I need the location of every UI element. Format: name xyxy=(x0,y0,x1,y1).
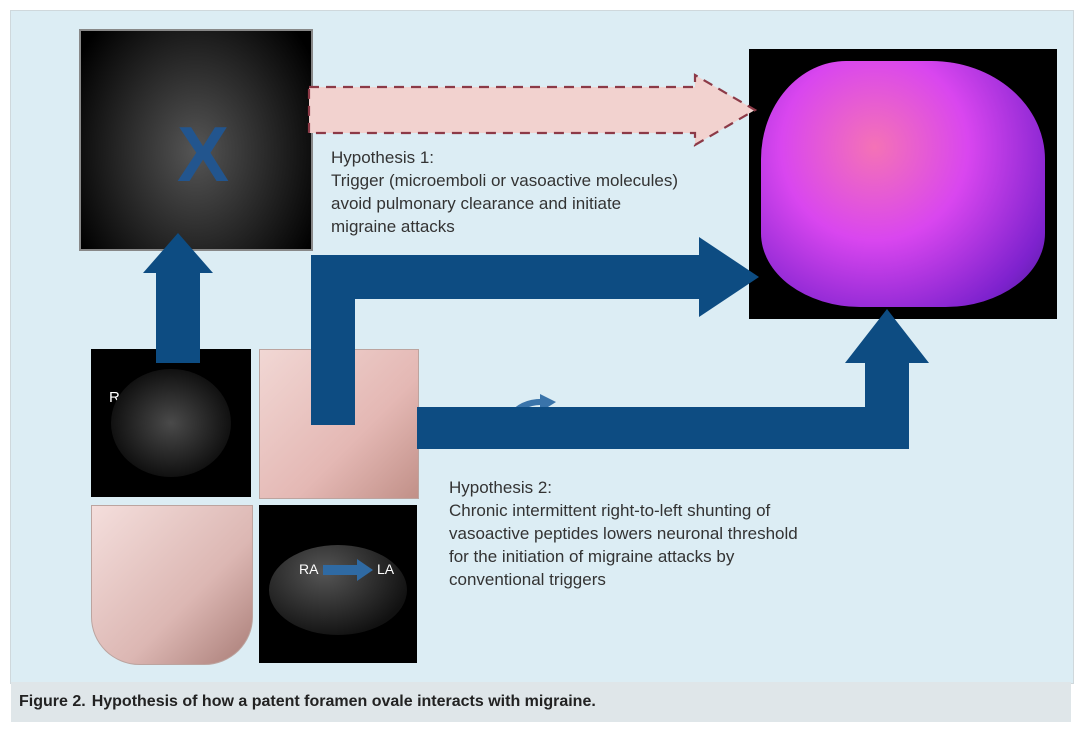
figure-area: X RA LA LV RV RA LA xyxy=(10,10,1074,684)
hypothesis-2-text: Hypothesis 2: Chronic intermittent right… xyxy=(449,477,869,592)
hypothesis-1-line2: avoid pulmonary clearance and initiate xyxy=(331,194,621,213)
figure-caption-label: Figure 2. xyxy=(19,693,86,711)
echocardiogram-shunt xyxy=(259,505,417,663)
arrow-heart-to-lungs xyxy=(143,233,213,363)
hypothesis-1-line3: migraine attacks xyxy=(331,217,455,236)
chamber-label-la: LA xyxy=(165,367,183,384)
ra-la-arrow-icon xyxy=(323,559,373,581)
chamber-label-lv: LV xyxy=(187,411,204,428)
arrow-heart-to-brain-path2 xyxy=(417,309,937,449)
hypothesis-2-line4: conventional triggers xyxy=(449,570,606,589)
echo2-la-label: LA xyxy=(377,561,394,577)
chamber-label-ra: RA xyxy=(109,389,130,406)
hypothesis-1-text: Hypothesis 1: Trigger (microemboli or va… xyxy=(331,147,731,239)
chest-xray-image: X xyxy=(79,29,313,251)
heart-cutaway-illustration xyxy=(91,505,253,665)
hypothesis-1-title: Hypothesis 1: xyxy=(331,147,731,170)
hypothesis-2-line1: Chronic intermittent right-to-left shunt… xyxy=(449,501,770,520)
echo2-ra-label: RA xyxy=(299,561,318,577)
figure-caption-bar: Figure 2. Hypothesis of how a patent for… xyxy=(11,682,1071,722)
blocked-x-mark: X xyxy=(177,109,223,200)
hypothesis-1-line1: Trigger (microemboli or vasoactive molec… xyxy=(331,171,678,190)
echocardiogram-4chamber: RA LA LV RV xyxy=(91,349,251,497)
chamber-label-rv: RV xyxy=(149,447,170,464)
hypothesis-2-title: Hypothesis 2: xyxy=(449,477,869,500)
brain-image xyxy=(749,49,1057,319)
hypothesis-2-line2: vasoactive peptides lowers neuronal thre… xyxy=(449,524,798,543)
figure-caption-text: Hypothesis of how a patent foramen ovale… xyxy=(92,693,596,711)
hypothesis-2-line3: for the initiation of migraine attacks b… xyxy=(449,547,734,566)
brain-render xyxy=(761,61,1045,307)
arrow-lungs-to-brain-blocked xyxy=(309,75,757,145)
